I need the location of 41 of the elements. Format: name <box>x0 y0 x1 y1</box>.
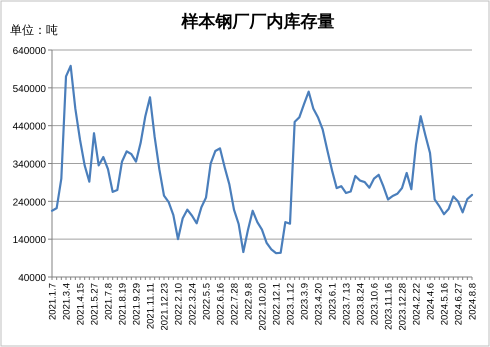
y-tick-label: 440000 <box>12 122 46 133</box>
x-tick-label: 2022.3.24 <box>188 283 198 326</box>
x-tick-label: 2021.1.7 <box>48 283 58 320</box>
x-tick-label: 2024.2.22 <box>412 283 422 326</box>
x-tick-label: 2022.9.8 <box>244 283 254 320</box>
x-tick-label: 2024.6.27 <box>454 283 464 326</box>
x-tick-label: 2023.6.1 <box>328 283 338 320</box>
x-tick-label: 2024.4.6 <box>426 283 436 320</box>
x-tick-label: 2024.8.8 <box>468 283 478 320</box>
chart-title: 样本钢厂厂内库存量 <box>180 12 334 31</box>
x-tick-label: 2021.5.27 <box>90 283 100 326</box>
y-tick-label: 40000 <box>18 273 46 284</box>
x-tick-label: 2023.12.28 <box>398 283 408 331</box>
y-tick-label: 640000 <box>12 46 46 57</box>
x-tick-label: 2021.11.11 <box>146 283 156 330</box>
x-tick-label: 2023.8.24 <box>356 283 366 326</box>
x-tick-label: 2023.7.13 <box>342 283 352 326</box>
x-tick-label: 2021.12.23 <box>160 283 170 331</box>
y-tick-label: 340000 <box>12 160 46 170</box>
y-tick-label: 140000 <box>12 235 46 246</box>
x-tick-label: 2023.10.6 <box>370 283 380 326</box>
x-tick-label: 2022.5.5 <box>202 283 212 320</box>
x-tick-label: 2022.7.28 <box>230 283 240 326</box>
x-tick-label: 2023.11.16 <box>384 283 394 330</box>
line-series <box>50 64 474 254</box>
x-tick-label: 2022.10.20 <box>258 283 268 331</box>
x-tick-label: 2021.3.4 <box>62 283 72 320</box>
text: 单位：吨 <box>10 23 58 37</box>
x-tick-label: 2021.4.15 <box>76 283 86 326</box>
x-tick-label: 2024.5.16 <box>440 283 450 326</box>
x-tick-label: 2023.3.9 <box>300 283 310 320</box>
x-tick-label: 2022.12.1 <box>272 283 282 326</box>
x-tick-label: 2021.7.8 <box>104 283 114 320</box>
x-tick-label: 2022.2.10 <box>174 283 184 326</box>
x-tick-label: 2021.8.19 <box>118 283 128 326</box>
x-tick-label: 2023.4.20 <box>314 283 324 326</box>
x-tick-label: 2022.6.16 <box>216 283 226 326</box>
x-tick-label: 2021.9.29 <box>132 283 142 326</box>
x-tick-label: 2023.1.12 <box>286 283 296 326</box>
y-tick-label: 240000 <box>12 197 46 208</box>
y-tick-label: 540000 <box>12 84 46 95</box>
